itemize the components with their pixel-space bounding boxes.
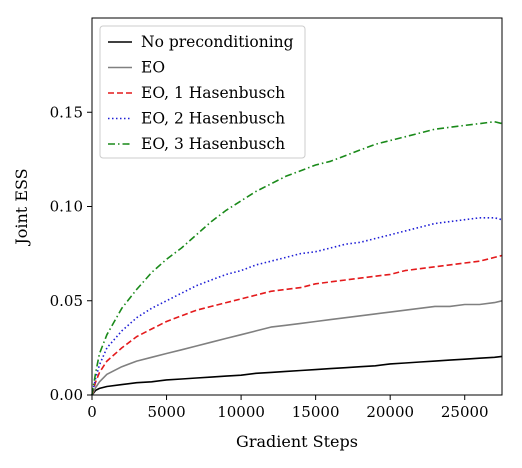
- x-tick-label: 15000: [292, 403, 340, 421]
- series-line-3: [91, 254, 503, 396]
- y-tick-label: 0.00: [50, 386, 83, 404]
- legend-label-1: No preconditioning: [141, 33, 294, 51]
- series-layer: [91, 120, 503, 396]
- y-tick-label: 0.05: [50, 292, 83, 310]
- legend-label-5: EO, 3 Hasenbusch: [141, 135, 285, 153]
- y-tick-label: 0.15: [50, 103, 83, 121]
- x-tick-label: 10000: [217, 403, 265, 421]
- series-line-2: [91, 300, 503, 396]
- x-tick-label: 0: [87, 403, 97, 421]
- y-axis-label: Joint ESS: [12, 168, 31, 246]
- legend-box: [99, 25, 306, 159]
- series-line-1: [91, 355, 503, 396]
- legend-label-3: EO, 1 Hasenbusch: [141, 84, 285, 102]
- x-axis-label: Gradient Steps: [236, 432, 358, 451]
- axis-layer: 0 5000 10000 15000 20000 25000 0.00 0.05 0.10 0.1…: [50, 103, 489, 421]
- legend: No preconditioning EO EO, 1 Hasenbusch EO, …: [99, 25, 306, 159]
- series-line-5: [91, 120, 503, 396]
- x-tick-label: 25000: [441, 403, 489, 421]
- y-tick-label: 0.10: [50, 198, 83, 216]
- legend-label-2: EO: [141, 59, 165, 77]
- x-tick-label: 20000: [366, 403, 414, 421]
- x-tick-label: 5000: [147, 403, 185, 421]
- legend-label-4: EO, 2 Hasenbusch: [141, 110, 285, 128]
- series-line-4: [91, 217, 503, 396]
